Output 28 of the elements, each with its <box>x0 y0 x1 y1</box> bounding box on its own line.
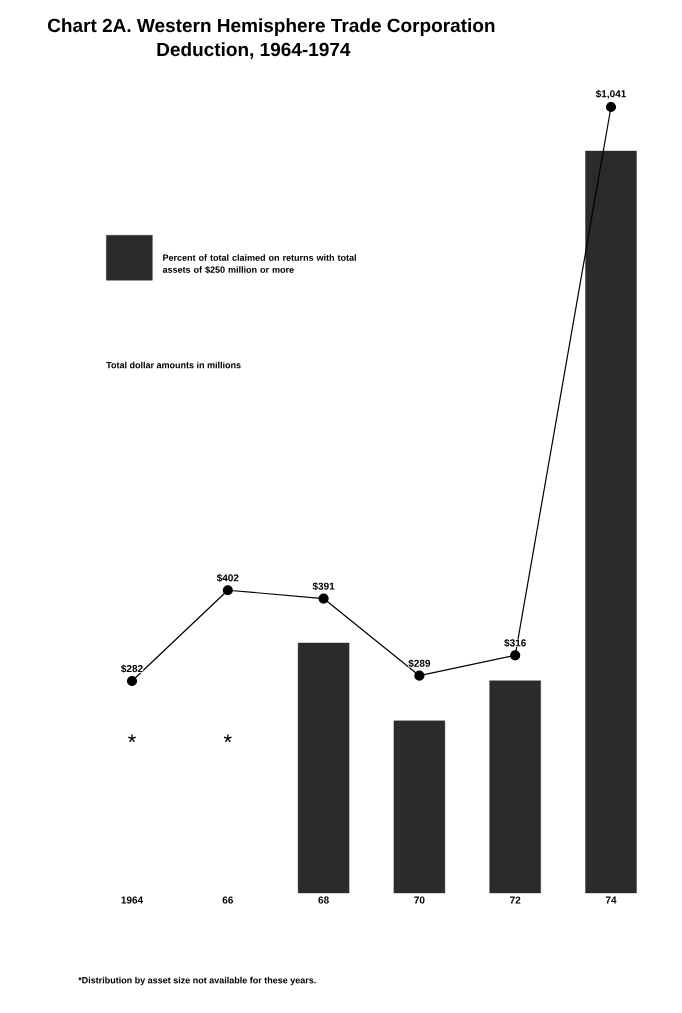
text: Percent of total claimed on returns with total assets of $250 million or more <box>162 254 356 274</box>
x-tick-label: 72 <box>510 896 521 904</box>
data-label: $391 <box>312 582 335 591</box>
data-label: $1,041 <box>595 89 626 99</box>
point <box>605 101 617 113</box>
x-tick-label: 70 <box>414 896 425 904</box>
x-tick-label: 68 <box>318 896 329 904</box>
x-tick-label: 66 <box>222 896 233 904</box>
text: *Distribution by asset size not available for these years. <box>78 976 316 986</box>
point <box>222 585 233 596</box>
point <box>318 593 329 604</box>
bar <box>393 720 446 894</box>
data-label: $282 <box>121 664 143 673</box>
data-label: $316 <box>504 638 526 648</box>
bar <box>489 680 541 894</box>
point <box>414 670 425 681</box>
bar <box>585 150 637 894</box>
annotation: * <box>223 734 232 743</box>
annotation: Total dollar amounts in millions <box>106 361 241 369</box>
chart-title: Chart 2A. Western Hemisphere Trade Corporation Deduction, 1964-1974 <box>47 18 495 59</box>
data-label: $289 <box>408 659 431 668</box>
bar <box>297 642 350 894</box>
x-tick-label: 1964 <box>121 896 144 904</box>
annotation: * <box>128 734 136 743</box>
data-label: $402 <box>216 573 239 583</box>
x-tick-label: 74 <box>605 896 617 904</box>
point <box>126 675 138 687</box>
point <box>510 650 521 661</box>
